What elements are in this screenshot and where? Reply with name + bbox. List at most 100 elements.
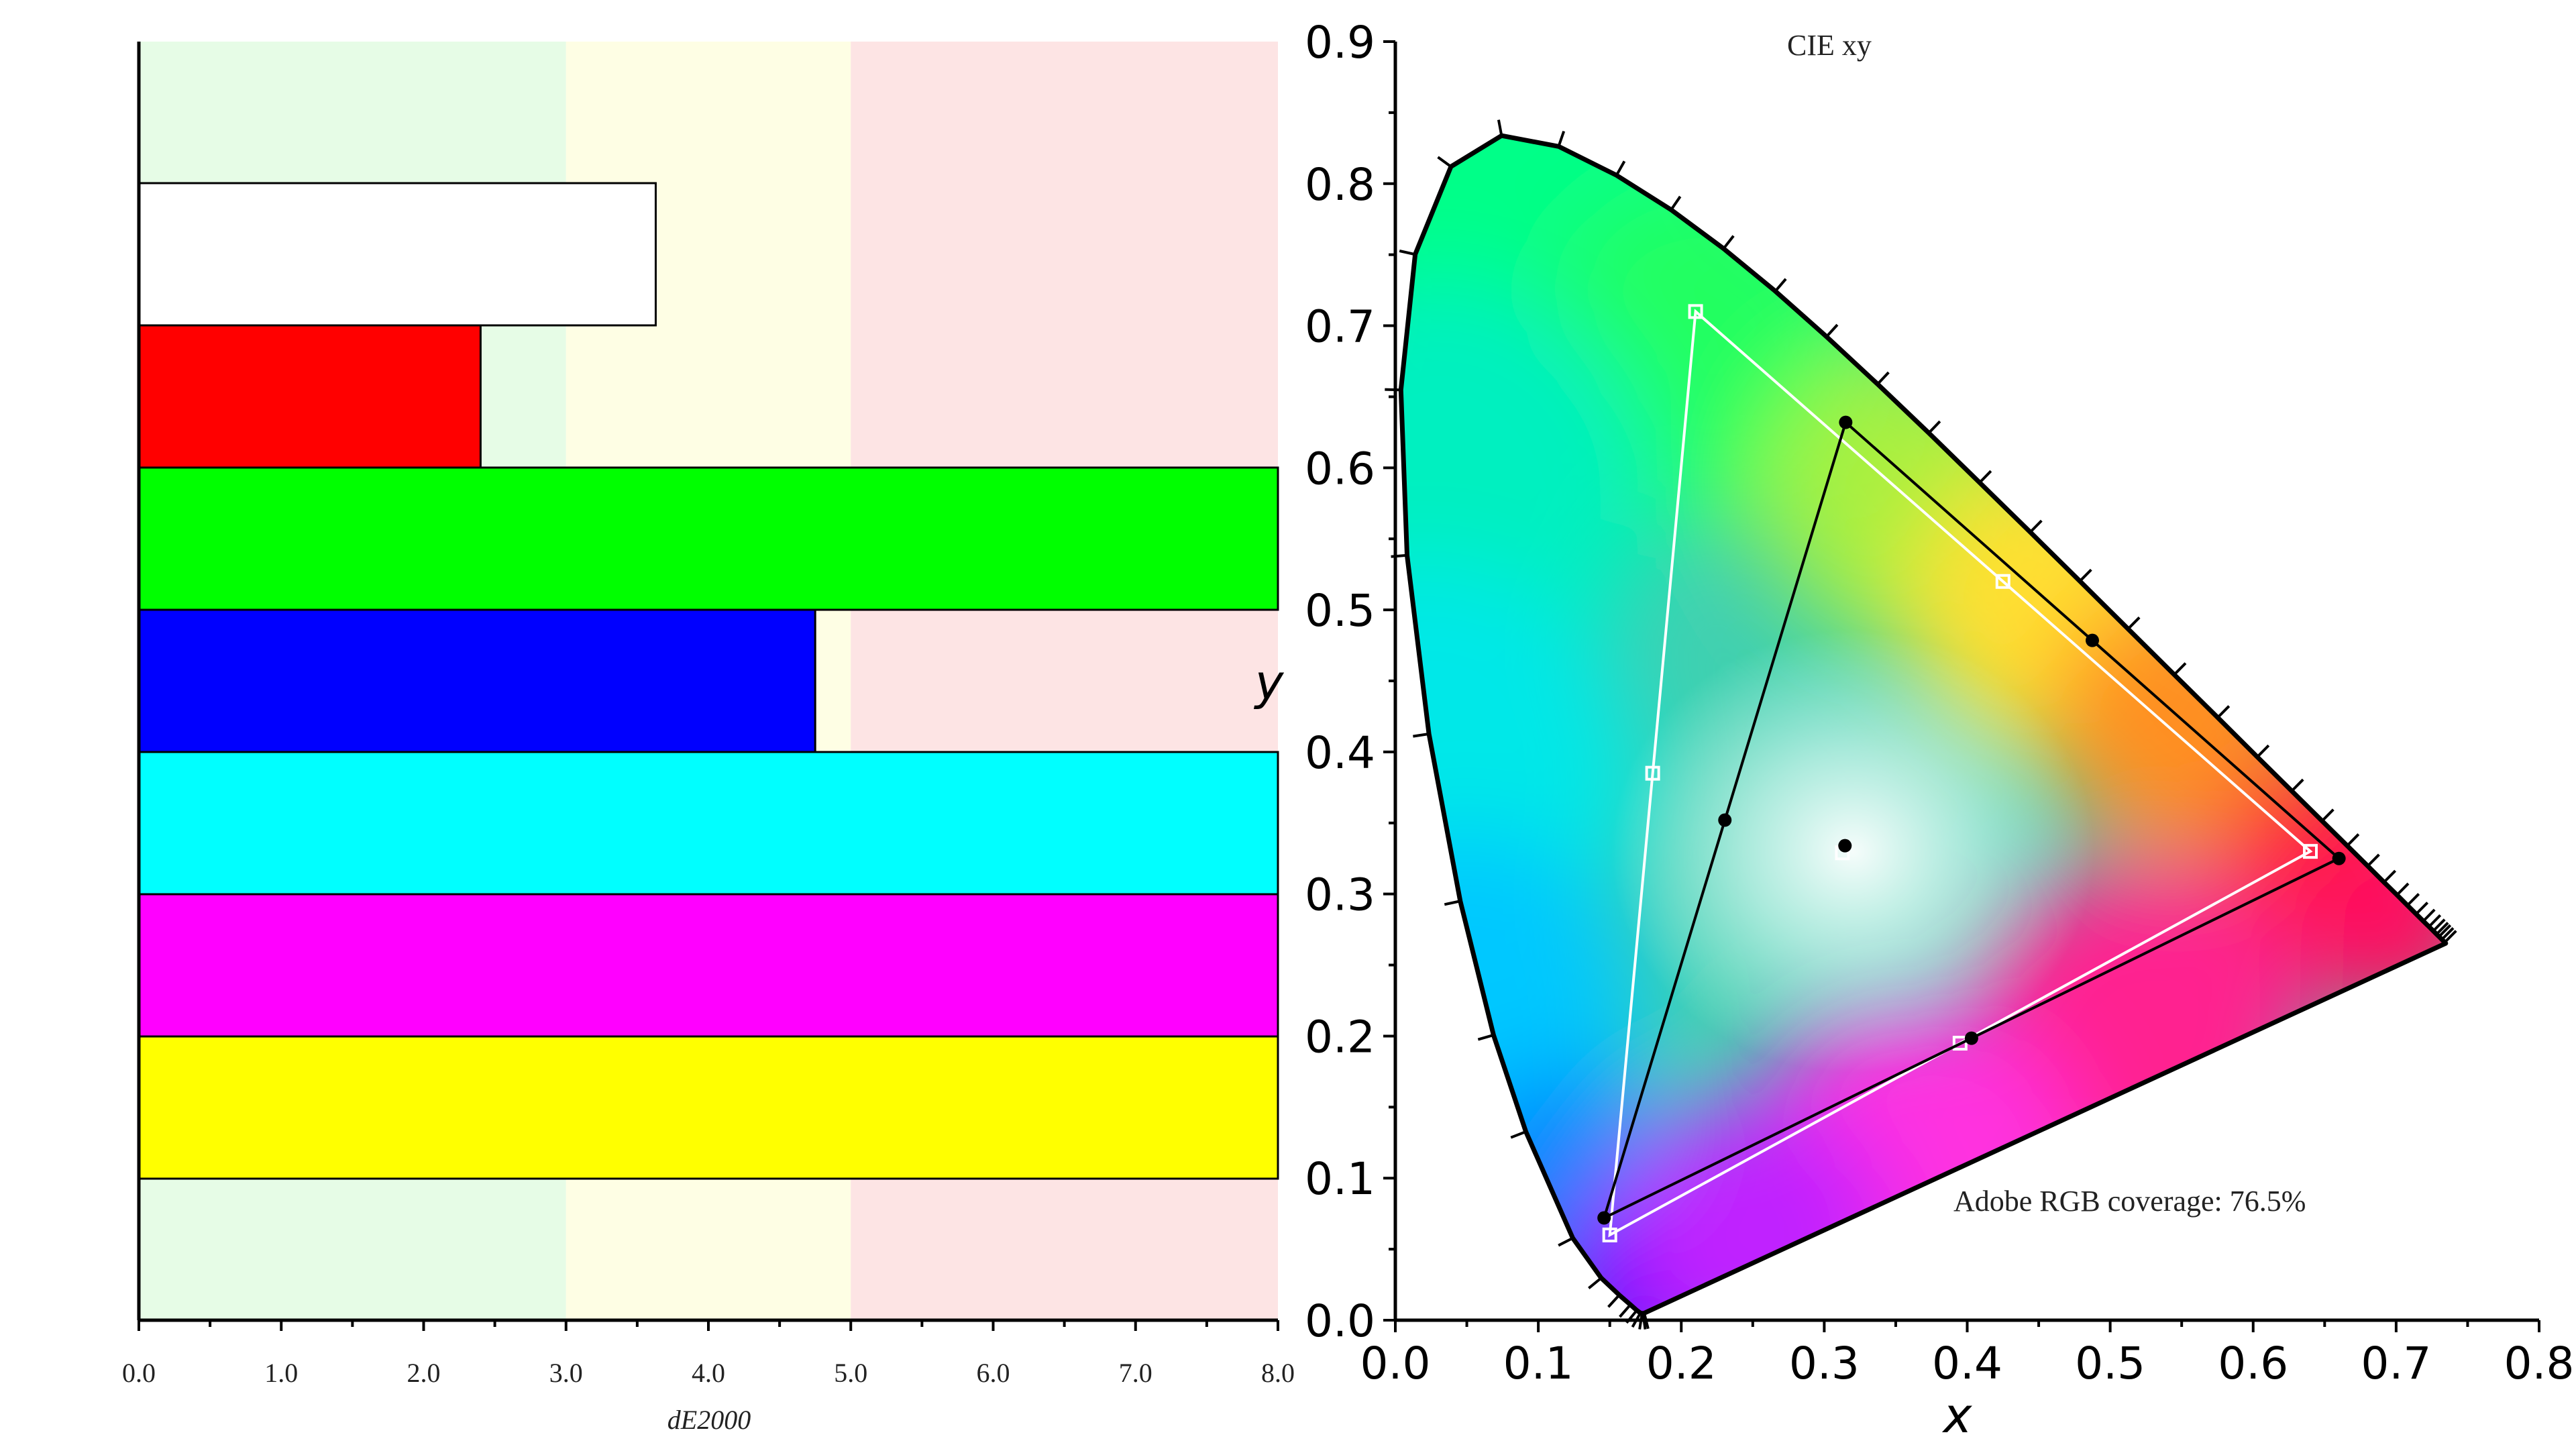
locus-tick — [2440, 927, 2455, 941]
color-blob-14 — [1618, 1100, 1887, 1313]
locus-tick — [2290, 778, 2304, 792]
cie-x-tick-label: 0.0 — [1360, 1338, 1431, 1389]
locus-tick — [2438, 924, 2452, 938]
bar-x-tick-label: 4.0 — [692, 1358, 725, 1388]
measured-gamut-point — [2085, 633, 2099, 647]
locus-tick — [2383, 869, 2397, 883]
locus-tick — [1876, 371, 1890, 385]
locus-tick — [2216, 705, 2231, 719]
bar-x-axis-label: dE2000 — [667, 1405, 751, 1435]
locus-tick — [1607, 1294, 1621, 1308]
gamut-triangles — [1597, 304, 2346, 1242]
locus-tick — [2029, 519, 2043, 533]
locus-tick — [2346, 833, 2360, 847]
cie-x-ticks: 0.0 0.1 0.2 0.3 0.4 0.5 0.6 0.7 0.8 — [1360, 1320, 2575, 1389]
locus-tick — [1391, 553, 1407, 558]
locus-tick — [1510, 1130, 1527, 1139]
bar-x-tick-label: 8.0 — [1261, 1358, 1295, 1388]
locus-tick — [1497, 119, 1503, 136]
locus-tick — [1558, 1236, 1574, 1247]
color-blob-11 — [2295, 822, 2446, 1024]
cie-x-tick-label: 0.3 — [1789, 1338, 1860, 1389]
locus-tick — [2173, 662, 2187, 676]
bar-x-tick-label: 5.0 — [834, 1358, 867, 1388]
locus-tick — [2435, 922, 2449, 936]
reference-gamut-point — [1602, 1227, 1617, 1242]
measured-gamut-point — [1597, 1211, 1611, 1225]
locus-tick — [2079, 568, 2092, 582]
spectral-locus-outline — [1398, 133, 2449, 1316]
cie-y-tick-label: 0.2 — [1305, 1011, 1375, 1063]
bar-x-tick-label: 7.0 — [1119, 1358, 1152, 1388]
white-point-glow — [1611, 630, 2094, 1073]
de2000-bar-chart: 0.0 1.0 2.0 3.0 4.0 5.0 6.0 7.0 8.0 dE2000 — [122, 42, 1295, 1435]
reference-gamut-point — [1645, 765, 1660, 781]
bar-white — [138, 182, 657, 327]
bars — [138, 182, 1279, 1180]
cie-y-tick-label: 0.1 — [1305, 1153, 1375, 1205]
bar-x-tick-label: 0.0 — [122, 1358, 156, 1388]
measured-gamut-point — [1838, 839, 1852, 853]
measured-gamut-point — [1964, 1031, 1978, 1045]
bar-cyan — [138, 751, 1279, 896]
locus-tick — [2127, 616, 2141, 630]
locus-tick — [2396, 882, 2410, 896]
bar-blue — [138, 608, 816, 753]
locus-tick — [1477, 1034, 1494, 1041]
cie-x-axis-label: x — [1942, 1387, 1973, 1444]
locus-tick — [2422, 908, 2436, 922]
cie-xy-diagram: 0.0 0.1 0.2 0.3 0.4 0.5 0.6 0.7 0.8 0.0 0.1 0.2 0.3… — [1254, 17, 2575, 1444]
cie-y-tick-label: 0.5 — [1305, 585, 1375, 637]
adobe-rgb-coverage-annotation: Adobe RGB coverage: 76.5% — [1953, 1185, 2306, 1218]
locus-tick — [1722, 235, 1735, 250]
locus-tick — [1927, 420, 1941, 434]
locus-tick — [2367, 853, 2380, 867]
locus-tick — [2406, 893, 2420, 907]
reference-gamut-point — [1952, 1036, 1968, 1051]
locus-tick — [1774, 278, 1787, 292]
bar-x-tick-label: 1.0 — [264, 1358, 298, 1388]
cie-y-tick-label: 0.7 — [1305, 301, 1375, 353]
cie-y-tick-label: 0.4 — [1305, 727, 1375, 779]
bar-x-ticks: 0.0 1.0 2.0 3.0 4.0 5.0 6.0 7.0 8.0 — [122, 1320, 1295, 1388]
bar-red — [138, 324, 482, 469]
reference-gamut-point — [2303, 844, 2318, 859]
cie-y-ticks: 0.0 0.1 0.2 0.3 0.4 0.5 0.6 0.7 0.8 0.9 — [1305, 17, 1395, 1347]
bar-x-tick-label: 2.0 — [407, 1358, 441, 1388]
bar-x-tick-label: 3.0 — [549, 1358, 583, 1388]
bar-yellow — [138, 1035, 1279, 1180]
locus-tick — [1670, 195, 1682, 211]
spectral-locus-ticks — [1385, 119, 2457, 1330]
cie-x-tick-label: 0.5 — [2075, 1338, 2145, 1389]
locus-tick — [1825, 323, 1839, 338]
measured-gamut-point — [2332, 851, 2346, 865]
cie-y-tick-label: 0.0 — [1305, 1295, 1375, 1347]
reference-gamut-point — [1688, 304, 1703, 319]
cie-chart-title: CIE xy — [1787, 29, 1872, 62]
locus-tick — [2415, 902, 2429, 915]
cie-x-tick-label: 0.7 — [2361, 1338, 2431, 1389]
locus-tick — [1615, 160, 1626, 176]
cie-y-tick-label: 0.6 — [1305, 443, 1375, 494]
bar-x-tick-label: 6.0 — [977, 1358, 1010, 1388]
cie-y-tick-label: 0.3 — [1305, 869, 1375, 921]
locus-tick — [2256, 744, 2270, 758]
locus-tick — [1588, 1277, 1603, 1289]
cie-x-tick-label: 0.4 — [1932, 1338, 2002, 1389]
locus-tick — [1444, 900, 1461, 906]
cie-x-tick-label: 0.2 — [1646, 1338, 1717, 1389]
bar-magenta — [138, 893, 1279, 1038]
reference-gamut-point — [1995, 574, 2010, 589]
cie-x-tick-label: 0.6 — [2218, 1338, 2288, 1389]
measured-gamut-point — [1718, 813, 1732, 827]
locus-tick — [1413, 733, 1430, 738]
locus-tick — [1437, 156, 1452, 168]
cie-y-tick-label: 0.8 — [1305, 159, 1375, 211]
spectral-color-fill — [1401, 136, 2446, 1313]
locus-tick — [2432, 918, 2446, 932]
locus-tick — [1978, 470, 1992, 484]
locus-tick — [2443, 930, 2457, 944]
locus-tick — [2321, 808, 2334, 822]
locus-tick — [2428, 914, 2442, 928]
cie-x-tick-label: 0.8 — [2504, 1338, 2575, 1389]
